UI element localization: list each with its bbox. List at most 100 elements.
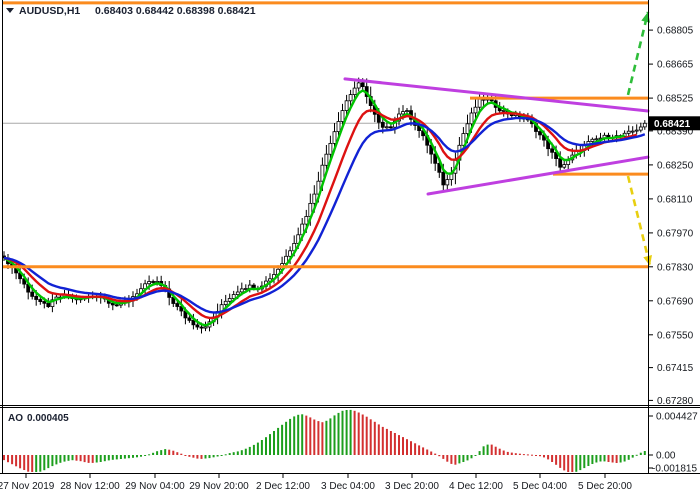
- chart-title-ohlc: 0.68403 0.68442 0.68398 0.68421: [95, 5, 256, 17]
- candle-body: [538, 131, 542, 136]
- chart-menu-triangle-icon[interactable]: [6, 8, 14, 13]
- ao-bar: [232, 452, 235, 455]
- ao-bar: [418, 445, 421, 455]
- trendline-wedge-lower[interactable]: [426, 155, 650, 196]
- ao-bar: [63, 455, 66, 462]
- ao-bar: [172, 450, 175, 455]
- price-axis-label: 0.68805: [657, 26, 694, 37]
- candle-body: [469, 112, 474, 125]
- time-axis-label: 27 Nov 2019: [0, 481, 55, 492]
- candle-body: [203, 326, 208, 329]
- candle-body: [199, 326, 204, 329]
- ao-bar: [51, 455, 54, 467]
- ao-bar: [543, 455, 545, 458]
- ao-bar: [402, 437, 404, 455]
- candle-body: [344, 100, 349, 112]
- ao-bar: [43, 455, 46, 471]
- ao-bar: [123, 455, 126, 459]
- ao-bar: [575, 455, 578, 472]
- candle-body: [380, 121, 385, 128]
- candle-body: [110, 302, 115, 306]
- drawn-objects-layer[interactable]: [2, 1, 652, 269]
- ao-bar: [184, 455, 187, 456]
- ao-bar: [349, 409, 352, 455]
- arrow-head: [641, 11, 650, 23]
- ao-bar: [434, 453, 437, 455]
- candle-body: [243, 288, 248, 290]
- time-axis-label: 5 Dec 04:00: [513, 481, 567, 492]
- ao-bar: [531, 454, 533, 456]
- candle-body: [384, 126, 389, 129]
- ao-bar: [15, 455, 18, 467]
- price-axis-label: 0.67690: [657, 296, 694, 307]
- ao-bar: [87, 455, 90, 463]
- ao-bar: [631, 455, 634, 458]
- ao-bar: [91, 455, 94, 463]
- alligator-jaw-line: [3, 116, 646, 314]
- ao-bar: [381, 426, 384, 455]
- ao-bar: [79, 455, 82, 462]
- candle-body: [340, 110, 345, 122]
- candle-body: [191, 319, 196, 326]
- candle-body: [332, 131, 337, 144]
- ao-bar: [341, 410, 344, 455]
- ao-bar: [277, 427, 280, 455]
- ao-bar: [83, 455, 86, 463]
- down-arrow-bearish-scenario[interactable]: [626, 175, 652, 267]
- ao-bar: [289, 418, 292, 455]
- candle-body: [356, 82, 361, 89]
- ao-bar: [35, 455, 38, 472]
- ao-bar: [595, 455, 598, 463]
- ao-bar: [502, 450, 505, 455]
- time-axis-label: 28 Nov 12:00: [60, 481, 120, 492]
- candle-body: [147, 281, 152, 285]
- candle-body: [30, 291, 35, 297]
- candle: [344, 94, 349, 117]
- ao-bar: [398, 435, 400, 455]
- candle-body: [626, 130, 631, 134]
- ao-bar: [329, 418, 332, 455]
- ao-bar: [19, 455, 22, 469]
- arrow-shaft: [626, 175, 652, 267]
- ao-bar: [119, 455, 122, 459]
- ao-bar: [47, 455, 50, 469]
- candle-body: [642, 122, 647, 128]
- ao-bar: [490, 444, 493, 455]
- candle-body: [46, 302, 51, 307]
- ao-bar: [11, 455, 14, 465]
- candle-body: [348, 94, 353, 102]
- ao-bar: [615, 455, 618, 463]
- ao-bar: [474, 455, 477, 456]
- candle: [243, 284, 248, 291]
- ao-axis-label: 0.004427: [656, 412, 698, 423]
- candle-body: [473, 106, 478, 114]
- price-axis-label: 0.67550: [657, 330, 694, 341]
- ao-bar: [385, 428, 388, 455]
- ao-bar: [486, 444, 489, 455]
- candle-body: [550, 148, 554, 153]
- price-axis-label: 0.68390: [657, 126, 694, 137]
- ao-bar: [192, 455, 195, 458]
- candle: [352, 81, 357, 99]
- ao-bar: [95, 455, 98, 463]
- ao-bar: [506, 451, 509, 455]
- ao-bar: [309, 417, 312, 455]
- ao-bar: [454, 455, 457, 465]
- candle: [159, 275, 164, 289]
- candle: [638, 122, 643, 133]
- candle-body: [441, 171, 446, 186]
- ao-bar: [587, 455, 590, 466]
- up-arrow-bullish-scenario[interactable]: [626, 11, 650, 96]
- ao-bar: [317, 421, 320, 455]
- price-axis-label: 0.67970: [657, 228, 694, 239]
- candle: [340, 103, 345, 128]
- ao-bar: [136, 455, 138, 458]
- candle-body: [151, 281, 156, 283]
- trendline-wedge-upper[interactable]: [343, 77, 650, 113]
- ao-bar: [188, 455, 191, 457]
- ao-bar: [252, 444, 255, 455]
- candle: [348, 89, 353, 107]
- candle-body: [352, 87, 357, 95]
